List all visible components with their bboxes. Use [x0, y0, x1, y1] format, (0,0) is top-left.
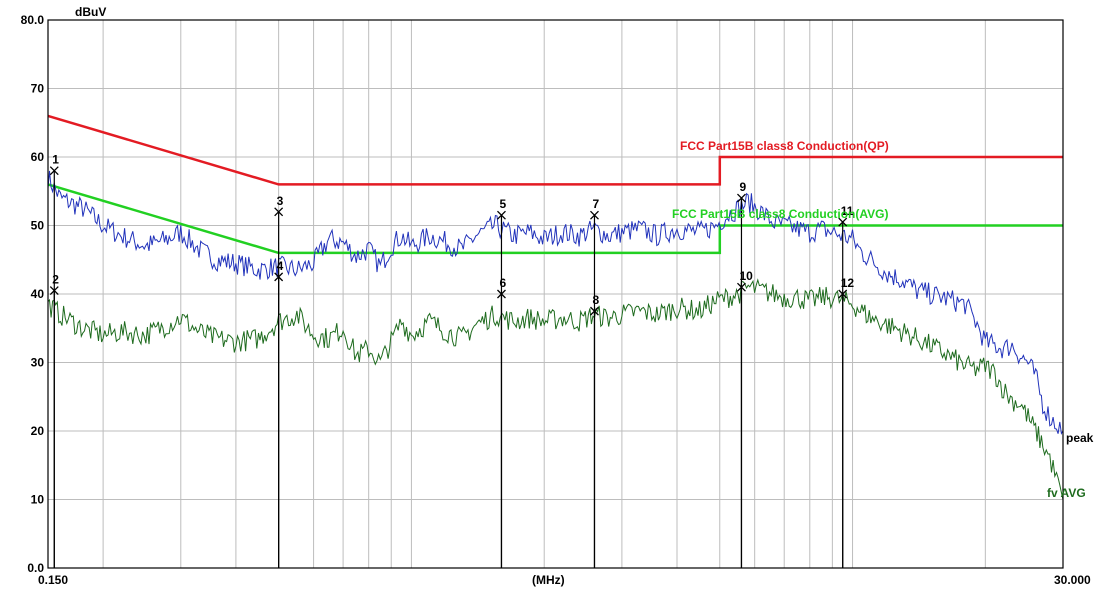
y-axis-label: dBuV — [75, 5, 106, 19]
marker-x — [838, 217, 848, 227]
series-line — [47, 170, 1064, 435]
y-tick-label: 50 — [31, 219, 45, 233]
limit-line — [47, 114, 1063, 186]
y-tick-label: 30 — [31, 356, 45, 370]
plot-frame — [47, 19, 1064, 569]
marker-x — [274, 207, 284, 217]
marker-label: 3 — [277, 194, 284, 208]
series-label-peak: peak — [1066, 431, 1094, 445]
marker-label: 2 — [52, 273, 59, 287]
y-tick-label: 0.0 — [27, 561, 44, 575]
marker-x — [838, 289, 848, 299]
marker-label: 4 — [277, 259, 284, 273]
marker-x — [49, 286, 59, 296]
series-line — [47, 278, 1064, 500]
marker-label: 8 — [592, 293, 599, 307]
y-tick-label: 80.0 — [21, 13, 45, 27]
marker-x — [737, 193, 746, 203]
marker-x — [590, 306, 599, 316]
y-tick-label: 20 — [31, 424, 45, 438]
series-label-avg: fv AVG — [1047, 486, 1086, 500]
marker-label: 9 — [739, 180, 746, 194]
x-tick-label-min: 0.150 — [38, 573, 68, 587]
marker-x — [737, 282, 746, 292]
limit-line — [47, 183, 1063, 255]
measurement-series — [47, 170, 1064, 500]
y-tick-label: 60 — [31, 150, 45, 164]
marker-label: 6 — [499, 276, 506, 290]
marker-x — [497, 289, 506, 299]
y-tick-label: 40 — [31, 287, 45, 301]
marker-label: 7 — [592, 197, 599, 211]
limit-lines — [47, 114, 1063, 255]
marker-x — [49, 166, 59, 176]
marker-label: 11 — [841, 204, 854, 218]
y-tick-label: 70 — [31, 82, 45, 96]
marker-x — [274, 272, 284, 282]
x-tick-label-max: 30.000 — [1054, 573, 1091, 587]
marker-label: 10 — [739, 269, 753, 283]
marker-label: 1 — [52, 153, 59, 167]
y-tick-labels: 0.0 10 20 30 40 50 60 70 80.0 — [21, 13, 45, 575]
limit-label-avg: FCC Part15B class8 Conduction(AVG) — [672, 207, 888, 221]
x-axis-label: (MHz) — [532, 573, 565, 587]
marker-label: 5 — [499, 197, 506, 211]
marker-label: 12 — [841, 276, 855, 290]
limit-label-qp: FCC Part15B class8 Conduction(QP) — [680, 139, 889, 153]
marker-x — [497, 210, 506, 220]
y-tick-label: 10 — [31, 493, 45, 507]
marker-x — [590, 210, 599, 220]
